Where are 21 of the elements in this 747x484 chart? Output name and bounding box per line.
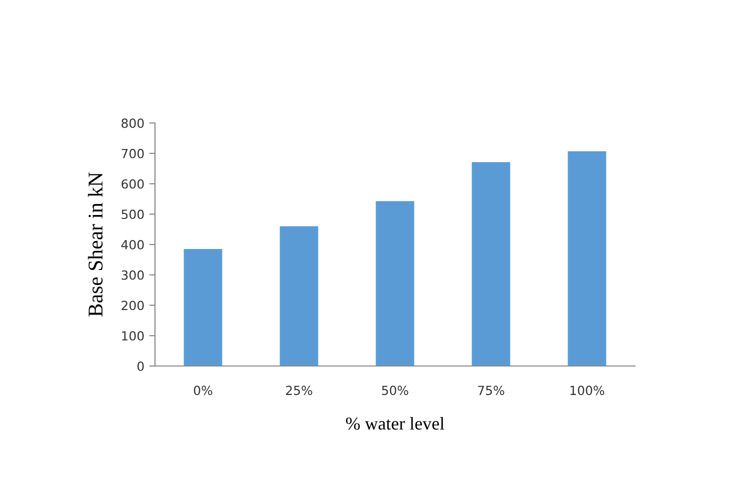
- bar: [184, 249, 222, 366]
- y-tick-label: 700: [122, 148, 144, 158]
- y-tick-label: 0: [137, 361, 144, 371]
- x-tick-label: 0%: [194, 386, 212, 396]
- x-axis-title: % water level: [346, 416, 444, 430]
- y-axis-title: Base Shear in kN: [88, 172, 103, 317]
- x-tick-label: 100%: [570, 386, 604, 396]
- x-tick-label: 25%: [286, 386, 312, 396]
- y-tick-label: 100: [122, 331, 144, 341]
- y-tick-label: 800: [122, 118, 144, 128]
- bar: [568, 151, 606, 366]
- bar: [376, 201, 414, 366]
- y-tick-label: 400: [121, 240, 144, 250]
- y-tick-label: 500: [122, 210, 144, 220]
- bar: [280, 226, 318, 366]
- y-tick-label: 200: [122, 300, 144, 310]
- bar: [472, 162, 510, 366]
- x-tick-label: 50%: [382, 386, 408, 396]
- y-tick-label: 600: [122, 179, 144, 189]
- x-tick-label: 75%: [478, 386, 504, 396]
- y-tick-label: 300: [122, 270, 144, 280]
